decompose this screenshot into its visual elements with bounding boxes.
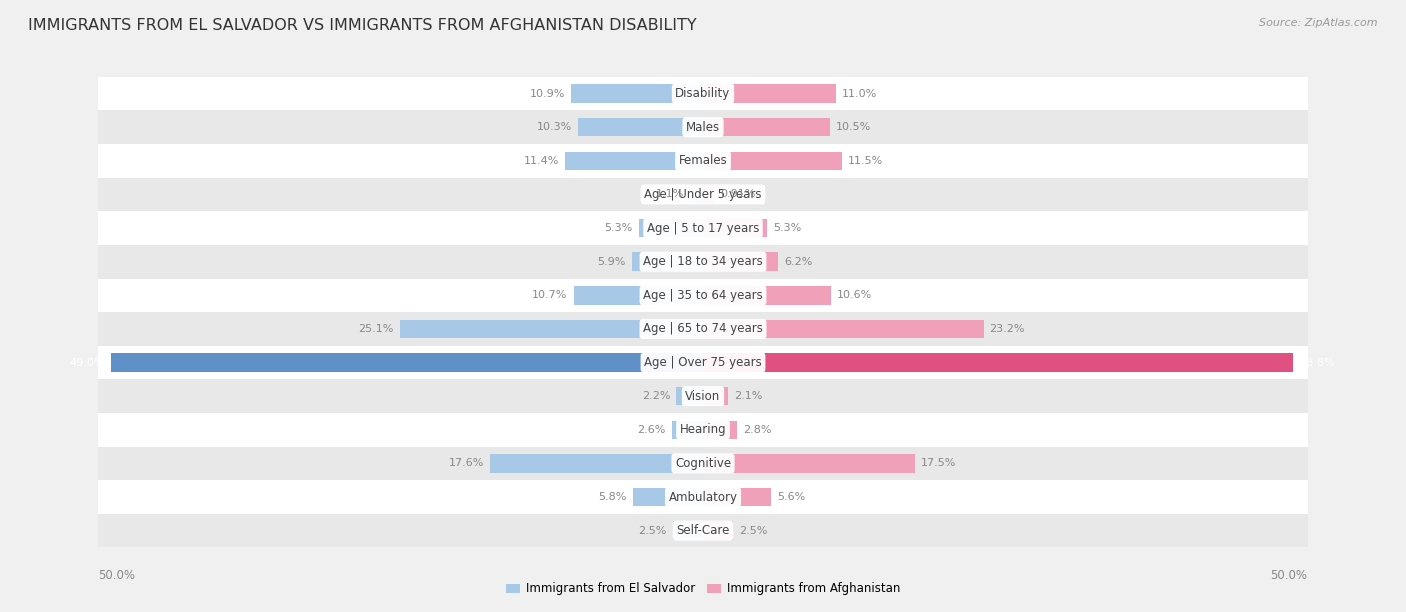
Text: 2.1%: 2.1% [734, 391, 763, 401]
Text: 25.1%: 25.1% [359, 324, 394, 334]
FancyBboxPatch shape [98, 379, 1308, 413]
Text: Age | Under 5 years: Age | Under 5 years [644, 188, 762, 201]
Bar [703, 252, 778, 271]
Text: Self-Care: Self-Care [676, 524, 730, 537]
FancyBboxPatch shape [98, 312, 1308, 346]
Bar [703, 488, 770, 506]
Bar [578, 118, 703, 136]
Bar [633, 488, 703, 506]
FancyBboxPatch shape [98, 413, 1308, 447]
Legend: Immigrants from El Salvador, Immigrants from Afghanistan: Immigrants from El Salvador, Immigrants … [501, 578, 905, 600]
Bar [703, 353, 1294, 371]
Bar [672, 420, 703, 439]
FancyBboxPatch shape [98, 245, 1308, 278]
FancyBboxPatch shape [98, 110, 1308, 144]
Bar [703, 420, 737, 439]
Text: 5.6%: 5.6% [776, 492, 806, 502]
FancyBboxPatch shape [98, 144, 1308, 177]
Bar [690, 185, 703, 204]
Bar [703, 319, 984, 338]
Text: 23.2%: 23.2% [990, 324, 1025, 334]
Text: Cognitive: Cognitive [675, 457, 731, 470]
Text: Vision: Vision [685, 390, 721, 403]
Text: Males: Males [686, 121, 720, 134]
Bar [703, 387, 728, 405]
Text: Age | 5 to 17 years: Age | 5 to 17 years [647, 222, 759, 234]
Bar [703, 454, 915, 472]
FancyBboxPatch shape [98, 211, 1308, 245]
Bar [638, 219, 703, 237]
Text: 2.2%: 2.2% [643, 391, 671, 401]
Text: 11.5%: 11.5% [848, 156, 883, 166]
Text: Source: ZipAtlas.com: Source: ZipAtlas.com [1260, 18, 1378, 28]
Bar [571, 84, 703, 103]
Text: 10.3%: 10.3% [537, 122, 572, 132]
Text: 11.4%: 11.4% [523, 156, 560, 166]
Text: 5.8%: 5.8% [599, 492, 627, 502]
Text: 11.0%: 11.0% [842, 89, 877, 99]
Text: IMMIGRANTS FROM EL SALVADOR VS IMMIGRANTS FROM AFGHANISTAN DISABILITY: IMMIGRANTS FROM EL SALVADOR VS IMMIGRANT… [28, 18, 697, 34]
FancyBboxPatch shape [98, 447, 1308, 480]
Text: 5.3%: 5.3% [605, 223, 633, 233]
FancyBboxPatch shape [98, 76, 1308, 110]
Text: 2.5%: 2.5% [638, 526, 666, 536]
Bar [491, 454, 703, 472]
Text: 2.5%: 2.5% [740, 526, 768, 536]
Text: 2.8%: 2.8% [742, 425, 772, 435]
Text: Age | Over 75 years: Age | Over 75 years [644, 356, 762, 369]
Bar [574, 286, 703, 305]
Text: Age | 35 to 64 years: Age | 35 to 64 years [643, 289, 763, 302]
Text: 50.0%: 50.0% [98, 569, 135, 582]
Text: 48.8%: 48.8% [1299, 357, 1334, 368]
FancyBboxPatch shape [98, 278, 1308, 312]
FancyBboxPatch shape [98, 177, 1308, 211]
Text: 6.2%: 6.2% [785, 256, 813, 267]
Text: Age | 18 to 34 years: Age | 18 to 34 years [643, 255, 763, 268]
Text: 5.9%: 5.9% [598, 256, 626, 267]
Bar [703, 185, 714, 204]
Text: 10.6%: 10.6% [837, 290, 873, 300]
Bar [703, 152, 842, 170]
FancyBboxPatch shape [98, 346, 1308, 379]
Text: 49.0%: 49.0% [69, 357, 104, 368]
Text: 1.1%: 1.1% [655, 190, 683, 200]
Text: Disability: Disability [675, 87, 731, 100]
Bar [703, 118, 830, 136]
Text: 50.0%: 50.0% [1271, 569, 1308, 582]
Text: 0.91%: 0.91% [720, 190, 755, 200]
Bar [111, 353, 703, 371]
Text: 17.5%: 17.5% [921, 458, 956, 468]
Bar [703, 84, 837, 103]
Bar [672, 521, 703, 540]
Bar [703, 219, 768, 237]
Text: 17.6%: 17.6% [449, 458, 484, 468]
Bar [399, 319, 703, 338]
Text: 10.5%: 10.5% [837, 122, 872, 132]
Bar [565, 152, 703, 170]
Text: 2.6%: 2.6% [637, 425, 665, 435]
Text: Females: Females [679, 154, 727, 167]
FancyBboxPatch shape [98, 514, 1308, 548]
Bar [703, 286, 831, 305]
Text: 10.7%: 10.7% [533, 290, 568, 300]
Text: Hearing: Hearing [679, 424, 727, 436]
Text: Age | 65 to 74 years: Age | 65 to 74 years [643, 323, 763, 335]
Bar [703, 521, 734, 540]
Bar [631, 252, 703, 271]
Text: 10.9%: 10.9% [530, 89, 565, 99]
FancyBboxPatch shape [98, 480, 1308, 514]
Text: 5.3%: 5.3% [773, 223, 801, 233]
Bar [676, 387, 703, 405]
Text: Ambulatory: Ambulatory [668, 490, 738, 504]
